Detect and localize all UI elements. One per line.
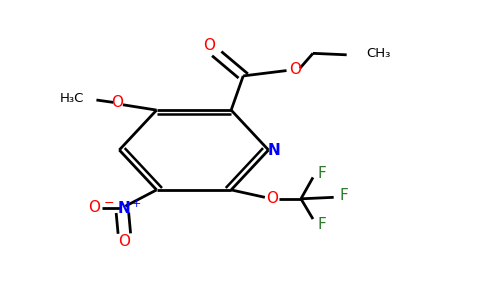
Text: O: O xyxy=(289,61,301,76)
Text: O: O xyxy=(266,191,278,206)
Text: F: F xyxy=(318,217,326,232)
Text: F: F xyxy=(318,166,326,181)
Text: F: F xyxy=(340,188,348,203)
Text: O: O xyxy=(203,38,215,53)
Text: CH₃: CH₃ xyxy=(366,47,390,60)
Text: O: O xyxy=(88,200,100,215)
Text: N: N xyxy=(118,201,131,216)
Text: H₃C: H₃C xyxy=(60,92,84,105)
Text: N: N xyxy=(268,142,281,158)
Text: O: O xyxy=(119,234,130,249)
Text: +: + xyxy=(132,199,141,209)
Text: O: O xyxy=(111,95,122,110)
Text: −: − xyxy=(103,197,114,210)
